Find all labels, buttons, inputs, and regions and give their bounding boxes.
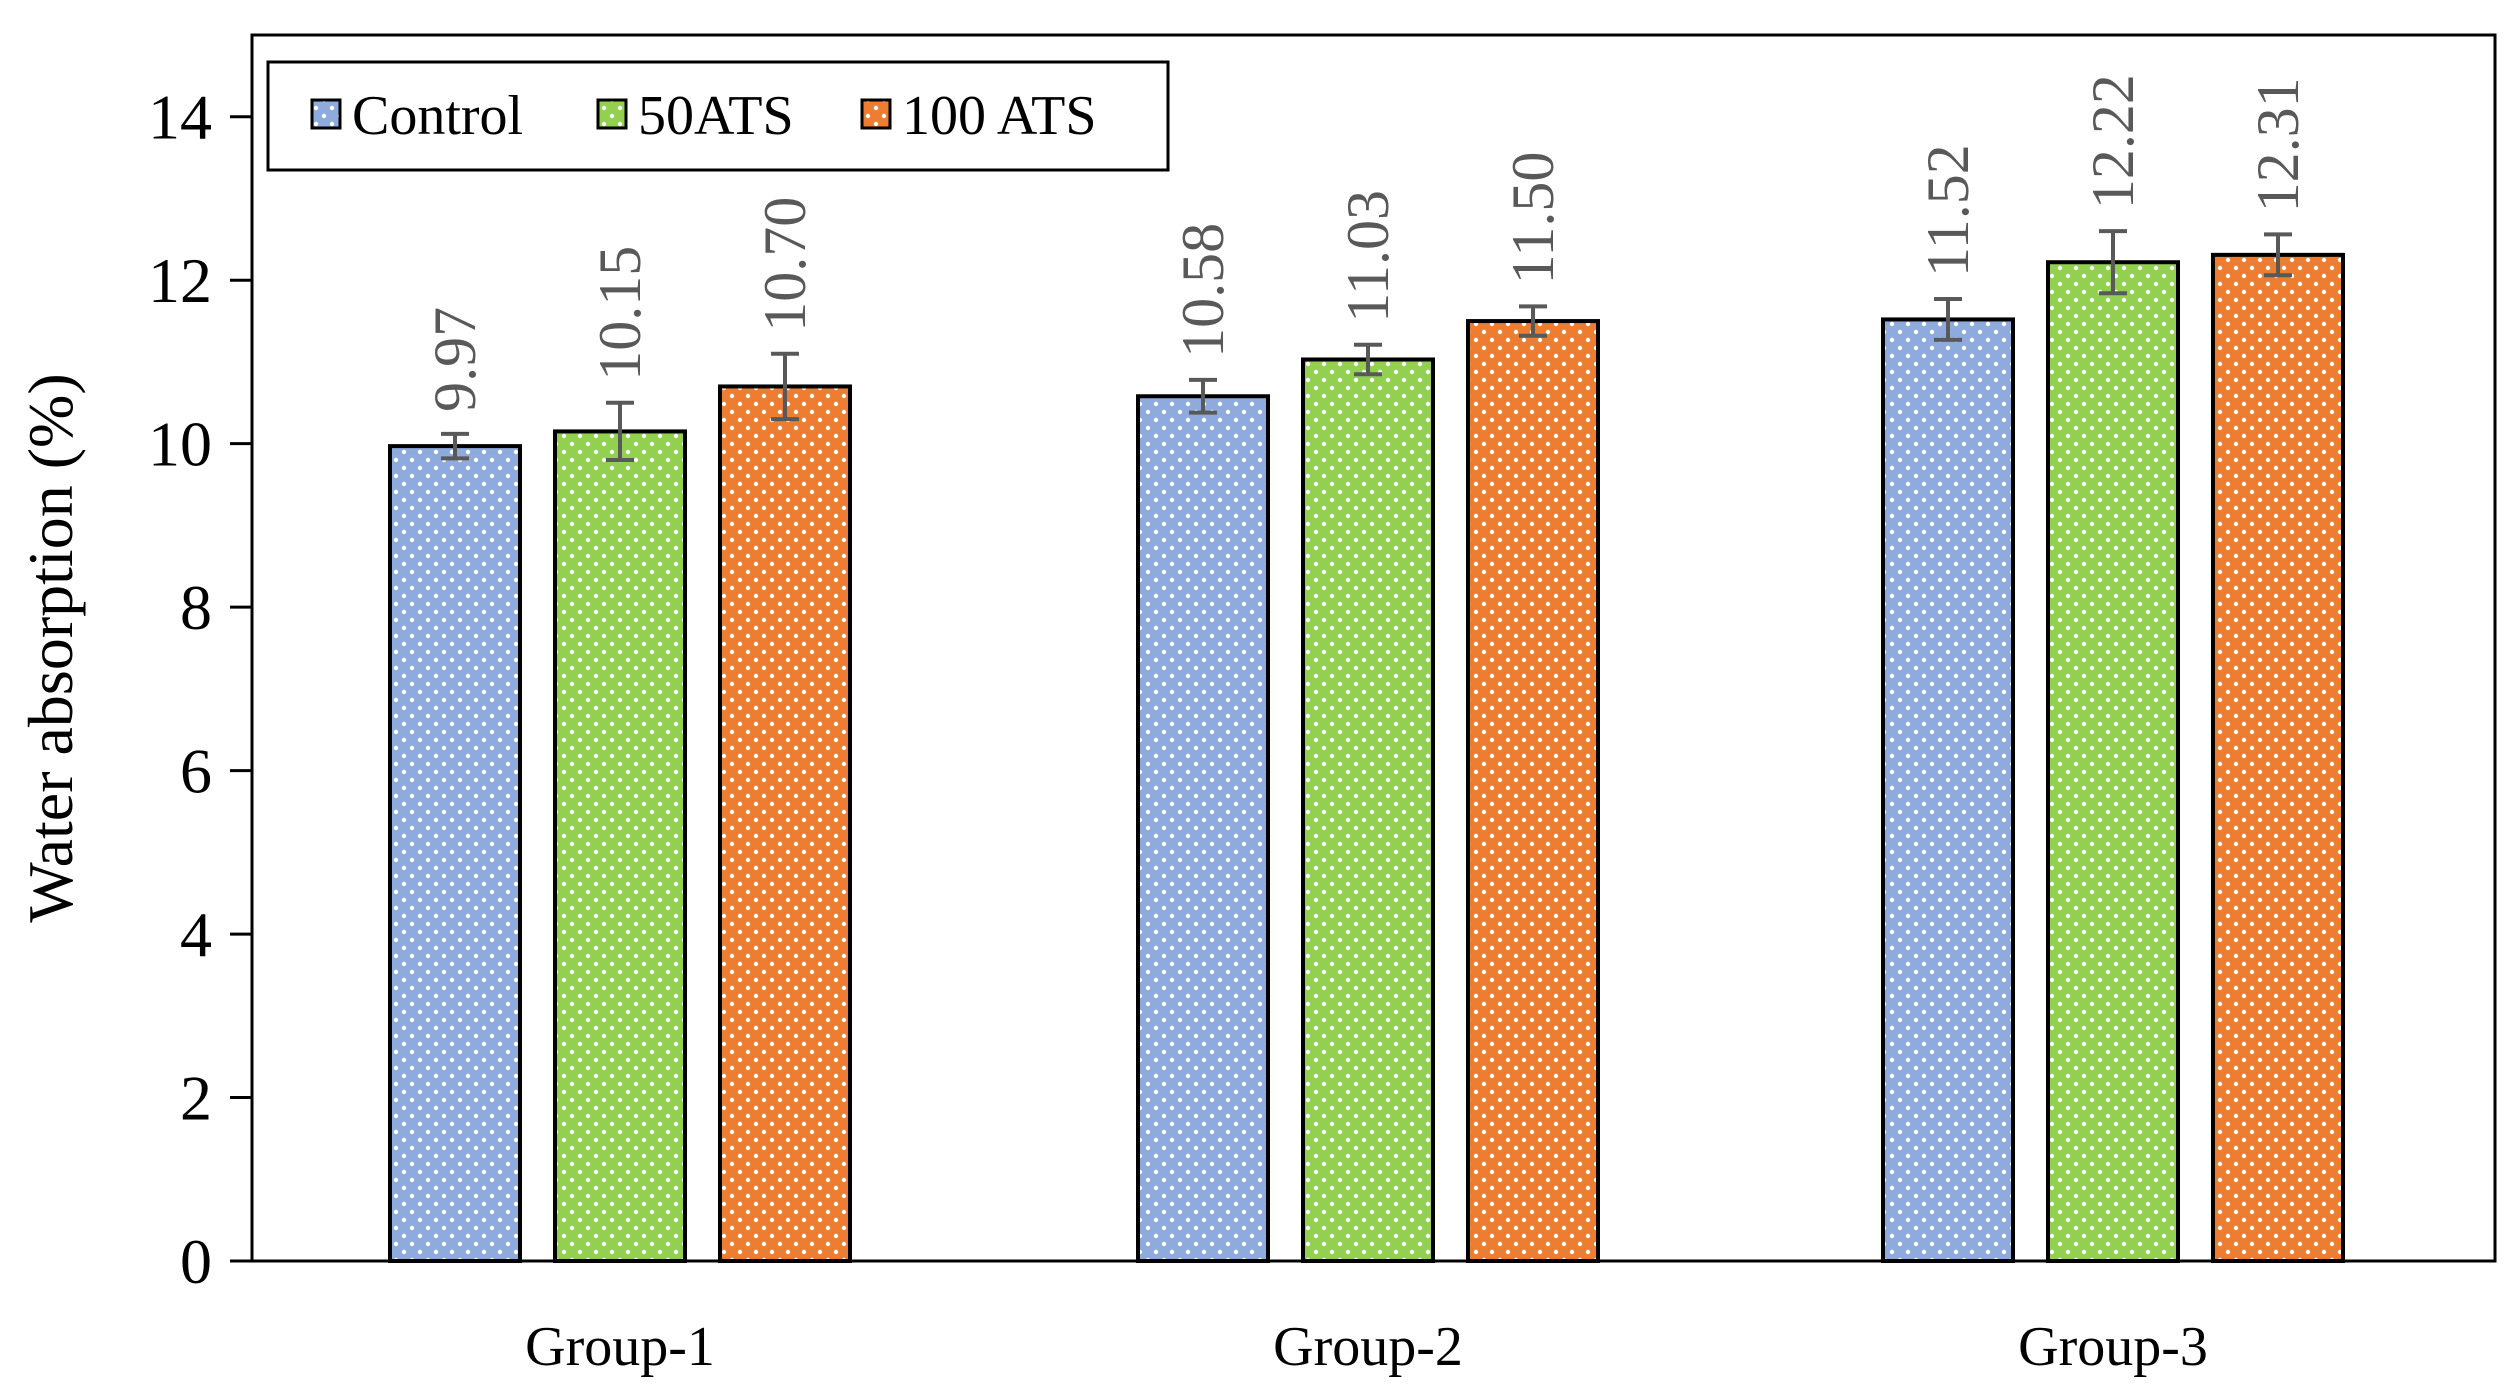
- bar: [2046, 260, 2180, 1263]
- y-tick-label: 2: [180, 1063, 212, 1134]
- bar: [718, 384, 852, 1264]
- bar: [2211, 252, 2345, 1263]
- x-tick-label: Group-1: [525, 1316, 715, 1378]
- legend-label: 50ATS: [638, 85, 794, 147]
- y-tick-label: 0: [180, 1226, 212, 1297]
- legend-box: [266, 60, 1170, 172]
- x-axis: Group-1 Group-2 Group-3: [252, 1259, 2495, 1378]
- legend-swatch: [310, 98, 342, 130]
- legend: Control 50ATS 100 ATS: [266, 60, 1170, 172]
- y-tick-label: 8: [180, 572, 212, 643]
- y-tick-label: 12: [148, 245, 212, 316]
- data-label: 11.52: [1915, 144, 1981, 277]
- bar: [553, 429, 687, 1263]
- data-label: 10.58: [1170, 223, 1236, 358]
- legend-label: Control: [352, 85, 523, 147]
- y-axis: 0 2 4 6 8 10 12 14: [148, 82, 252, 1297]
- y-tick-label: 14: [148, 82, 212, 153]
- bar: [1466, 319, 1600, 1264]
- data-label: 10.15: [587, 246, 653, 381]
- x-tick-label: Group-2: [1273, 1316, 1463, 1378]
- data-label: 9.97: [422, 307, 488, 412]
- bar: [1881, 317, 2015, 1263]
- data-label: 12.31: [2245, 77, 2311, 212]
- y-axis-title: Water absorption (%): [15, 373, 86, 922]
- bar: [1301, 357, 1435, 1263]
- bar: [388, 444, 522, 1263]
- y-tick-label: 4: [180, 899, 212, 970]
- data-label: 10.70: [752, 197, 818, 332]
- data-label: 11.03: [1335, 190, 1401, 323]
- legend-entry: Control: [310, 85, 523, 147]
- data-label: 12.22: [2080, 74, 2146, 209]
- legend-swatch: [860, 98, 892, 130]
- legend-entry: 100 ATS: [860, 85, 1097, 147]
- y-tick-label: 10: [148, 409, 212, 480]
- bars: 9.97 10.15 10.70 10.58 11.03 11.50 11.52 12.22 1…: [388, 74, 2345, 1264]
- x-tick-label: Group-3: [2018, 1316, 2208, 1378]
- y-tick-label: 6: [180, 736, 212, 807]
- bar: [1136, 394, 1270, 1263]
- legend-swatch: [596, 98, 628, 130]
- legend-entry: 50ATS: [596, 85, 794, 147]
- data-label: 11.50: [1500, 152, 1566, 285]
- legend-label: 100 ATS: [902, 85, 1097, 147]
